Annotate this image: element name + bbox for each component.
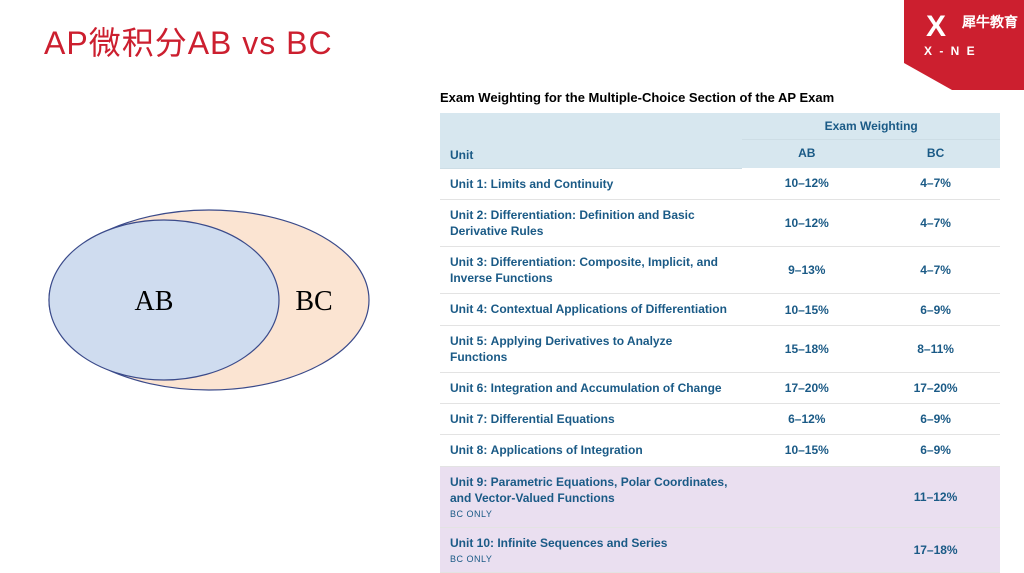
table-row: Unit 10: Infinite Sequences and SeriesBC… bbox=[440, 528, 1000, 573]
table-row: Unit 6: Integration and Accumulation of … bbox=[440, 373, 1000, 404]
venn-label-bc: BC bbox=[295, 286, 332, 317]
ab-value: 10–15% bbox=[742, 294, 871, 325]
ab-value: 10–15% bbox=[742, 435, 871, 466]
logo-cn-text: 犀牛教育 bbox=[962, 12, 1018, 32]
unit-cell: Unit 3: Differentiation: Composite, Impl… bbox=[440, 247, 742, 294]
unit-cell: Unit 1: Limits and Continuity bbox=[440, 168, 742, 199]
table-caption: Exam Weighting for the Multiple-Choice S… bbox=[440, 90, 1000, 105]
unit-prefix: Unit 8: bbox=[450, 443, 491, 457]
unit-prefix: Unit 9: bbox=[450, 475, 491, 489]
table-row: Unit 4: Contextual Applications of Diffe… bbox=[440, 294, 1000, 325]
ab-value bbox=[742, 528, 871, 573]
venn-label-ab: AB bbox=[135, 286, 174, 317]
logo-sub-text: X - N E bbox=[924, 44, 977, 58]
bc-value: 17–20% bbox=[871, 373, 1000, 404]
ab-value: 17–20% bbox=[742, 373, 871, 404]
page-title: AP微积分AB vs BC bbox=[44, 18, 333, 64]
bc-value: 6–9% bbox=[871, 435, 1000, 466]
ab-value bbox=[742, 466, 871, 528]
bc-value: 4–7% bbox=[871, 247, 1000, 294]
col-header-ab: AB bbox=[742, 140, 871, 169]
unit-cell: Unit 4: Contextual Applications of Diffe… bbox=[440, 294, 742, 325]
table-row: Unit 8: Applications of Integration10–15… bbox=[440, 435, 1000, 466]
weighting-table: Unit Exam Weighting AB BC Unit 1: Limits… bbox=[440, 113, 1000, 573]
weighting-table-section: Exam Weighting for the Multiple-Choice S… bbox=[440, 90, 1000, 573]
unit-cell: Unit 8: Applications of Integration bbox=[440, 435, 742, 466]
unit-cell: Unit 5: Applying Derivatives to Analyze … bbox=[440, 325, 742, 372]
col-header-bc: BC bbox=[871, 140, 1000, 169]
ab-value: 6–12% bbox=[742, 404, 871, 435]
col-header-group: Exam Weighting bbox=[742, 113, 1000, 140]
unit-prefix: Unit 3: bbox=[450, 255, 491, 269]
bc-value: 17–18% bbox=[871, 528, 1000, 573]
bc-value: 6–9% bbox=[871, 404, 1000, 435]
ab-value: 15–18% bbox=[742, 325, 871, 372]
unit-prefix: Unit 4: bbox=[450, 302, 491, 316]
table-row: Unit 9: Parametric Equations, Polar Coor… bbox=[440, 466, 1000, 528]
unit-cell: Unit 6: Integration and Accumulation of … bbox=[440, 373, 742, 404]
bc-value: 8–11% bbox=[871, 325, 1000, 372]
unit-prefix: Unit 6: bbox=[450, 381, 491, 395]
unit-cell: Unit 10: Infinite Sequences and SeriesBC… bbox=[440, 528, 742, 573]
logo-x-icon: X bbox=[926, 10, 946, 44]
unit-cell: Unit 7: Differential Equations bbox=[440, 404, 742, 435]
table-row: Unit 3: Differentiation: Composite, Impl… bbox=[440, 247, 1000, 294]
unit-cell: Unit 2: Differentiation: Definition and … bbox=[440, 199, 742, 246]
ab-value: 10–12% bbox=[742, 168, 871, 199]
bc-value: 4–7% bbox=[871, 199, 1000, 246]
unit-cell: Unit 9: Parametric Equations, Polar Coor… bbox=[440, 466, 742, 528]
unit-prefix: Unit 1: bbox=[450, 177, 491, 191]
brand-logo: X 犀牛教育 X - N E bbox=[904, 0, 1024, 90]
col-header-unit: Unit bbox=[440, 113, 742, 168]
table-row: Unit 7: Differential Equations6–12%6–9% bbox=[440, 404, 1000, 435]
bc-value: 6–9% bbox=[871, 294, 1000, 325]
table-body: Unit 1: Limits and Continuity10–12%4–7%U… bbox=[440, 168, 1000, 573]
table-row: Unit 2: Differentiation: Definition and … bbox=[440, 199, 1000, 246]
ab-value: 9–13% bbox=[742, 247, 871, 294]
table-row: Unit 1: Limits and Continuity10–12%4–7% bbox=[440, 168, 1000, 199]
venn-diagram: AB BC bbox=[44, 200, 374, 400]
ab-value: 10–12% bbox=[742, 199, 871, 246]
bc-only-tag: BC ONLY bbox=[450, 508, 732, 520]
bc-value: 4–7% bbox=[871, 168, 1000, 199]
unit-prefix: Unit 7: bbox=[450, 412, 491, 426]
table-row: Unit 5: Applying Derivatives to Analyze … bbox=[440, 325, 1000, 372]
unit-prefix: Unit 5: bbox=[450, 334, 491, 348]
bc-value: 11–12% bbox=[871, 466, 1000, 528]
bc-only-tag: BC ONLY bbox=[450, 553, 732, 565]
unit-prefix: Unit 2: bbox=[450, 208, 491, 222]
